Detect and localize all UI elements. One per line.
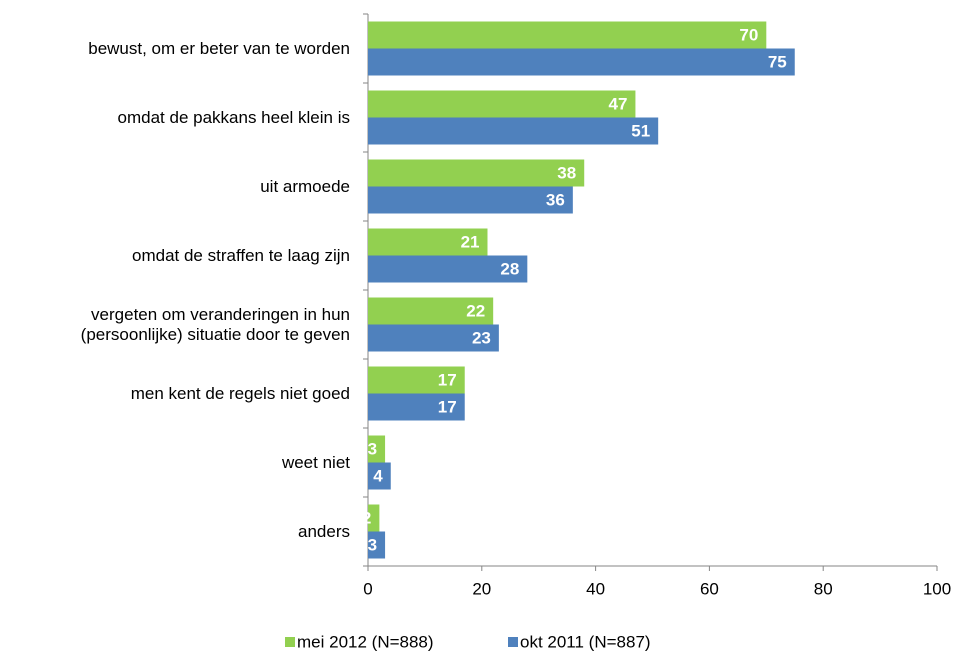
- category-label: men kent de regels niet goed: [130, 383, 350, 403]
- data-label: 2: [362, 508, 371, 527]
- bar: [368, 186, 573, 214]
- data-label: 23: [472, 328, 491, 347]
- category-label: bewust, om er beter van te worden: [88, 38, 350, 58]
- category-label: omdat de pakkans heel klein is: [117, 107, 350, 127]
- data-label: 3: [368, 439, 377, 458]
- data-label: 70: [739, 25, 758, 44]
- category-label: weet niet: [281, 452, 350, 472]
- data-label: 22: [466, 301, 485, 320]
- x-tick-label: 60: [700, 579, 719, 598]
- data-label: 38: [557, 163, 576, 182]
- bar: [368, 117, 659, 145]
- legend-swatch: [285, 637, 295, 647]
- bar: [368, 90, 636, 118]
- data-label: 47: [609, 94, 628, 113]
- data-label: 36: [546, 190, 565, 209]
- x-tick-label: 20: [472, 579, 491, 598]
- data-label: 28: [500, 259, 519, 278]
- bar: [368, 228, 488, 256]
- data-label: 3: [368, 535, 377, 554]
- legend-label: okt 2011 (N=887): [520, 632, 651, 651]
- x-tick-label: 40: [586, 579, 605, 598]
- data-label: 51: [631, 121, 650, 140]
- bar: [368, 531, 386, 559]
- legend-label: mei 2012 (N=888): [297, 632, 434, 651]
- bar: [368, 297, 494, 325]
- bar: [368, 48, 795, 76]
- x-tick-label: 100: [923, 579, 951, 598]
- category-label: uit armoede: [260, 176, 350, 196]
- bar: [368, 255, 528, 283]
- x-tick-label: 0: [363, 579, 372, 598]
- category-label: omdat de straffen te laag zijn: [132, 245, 350, 265]
- bar: [368, 324, 499, 352]
- data-label: 75: [768, 52, 787, 71]
- data-label: 17: [438, 370, 457, 389]
- bar: [368, 435, 386, 463]
- data-label: 4: [373, 466, 383, 485]
- bar: [368, 504, 380, 532]
- legend-swatch: [508, 637, 518, 647]
- category-label: vergeten om veranderingen in hun (persoo…: [80, 304, 350, 344]
- bar: [368, 21, 767, 49]
- data-label: 21: [461, 232, 480, 251]
- bar: [368, 159, 585, 187]
- x-tick-label: 80: [814, 579, 833, 598]
- bar: [368, 366, 465, 394]
- data-label: 17: [438, 397, 457, 416]
- bar: [368, 462, 391, 490]
- category-label: anders: [298, 521, 350, 541]
- bar: [368, 393, 465, 421]
